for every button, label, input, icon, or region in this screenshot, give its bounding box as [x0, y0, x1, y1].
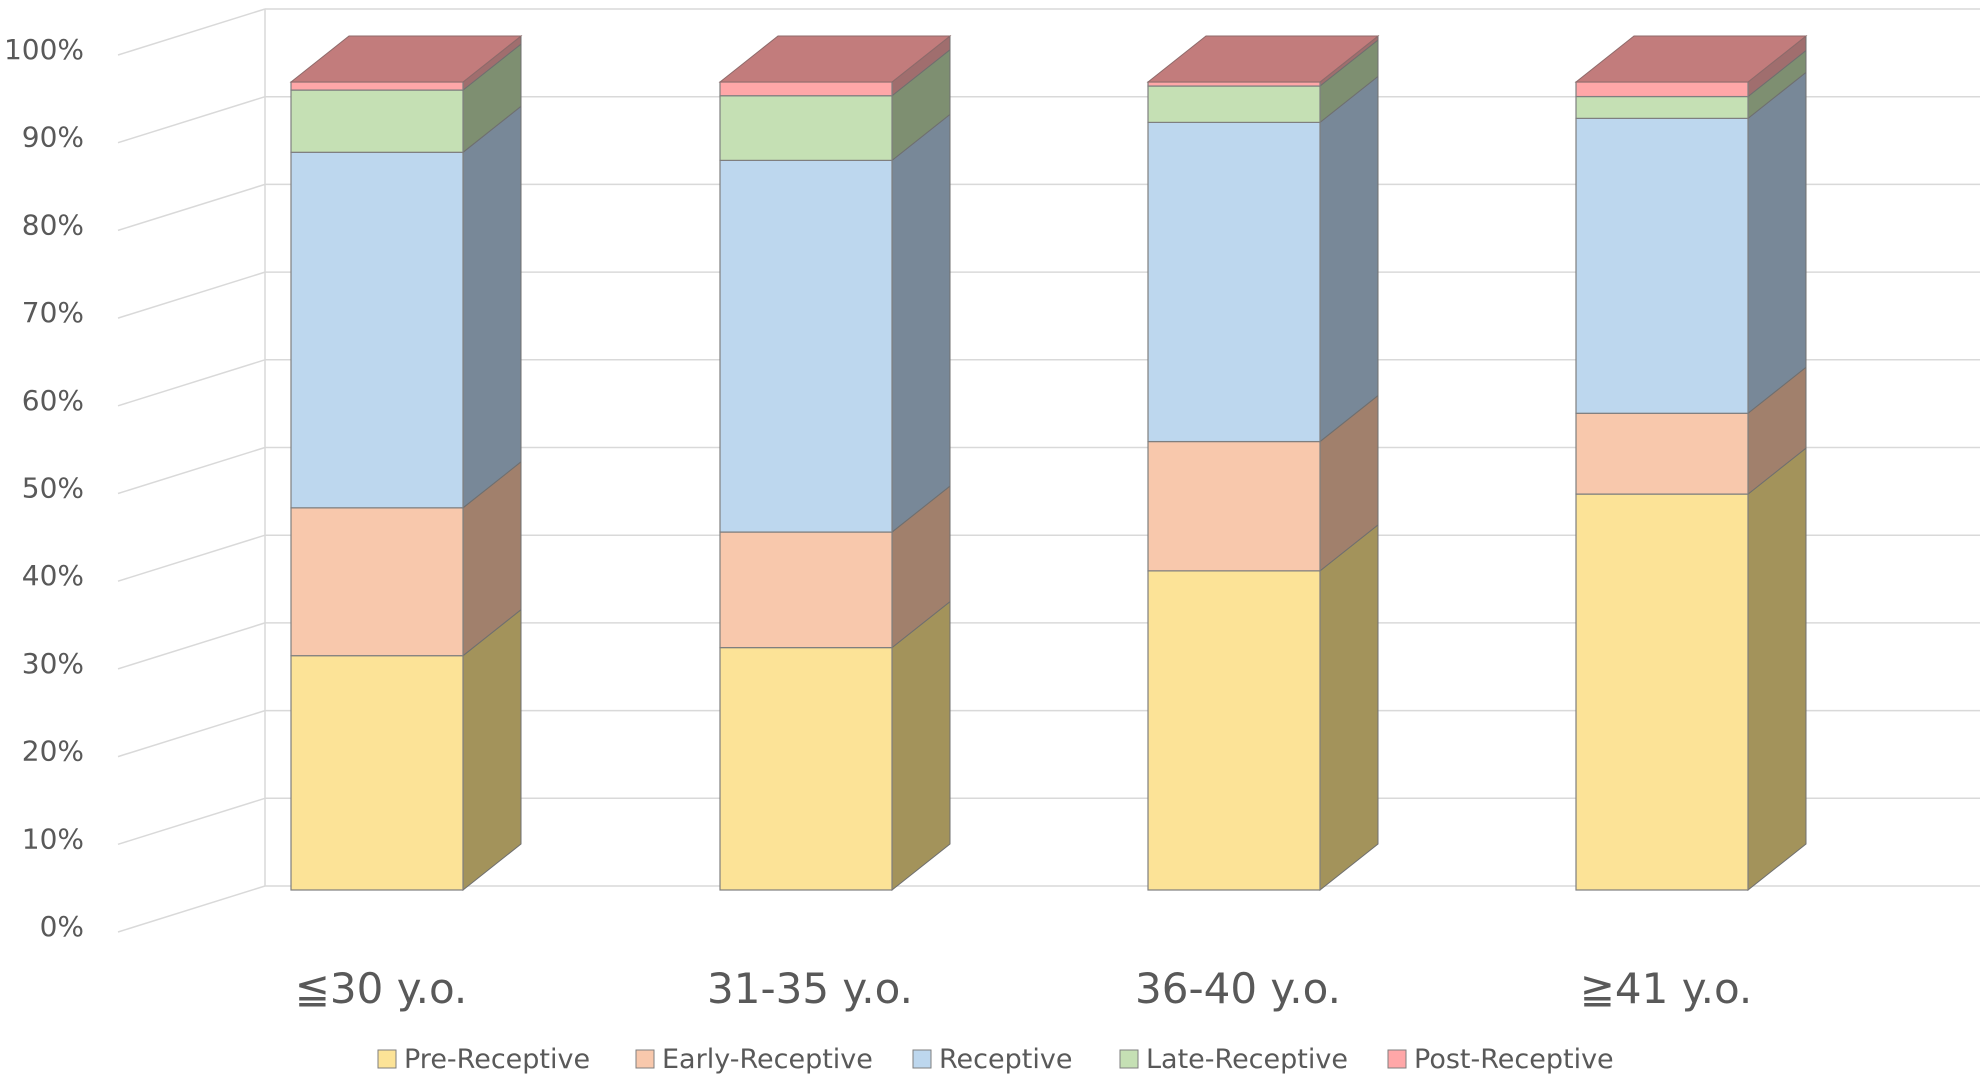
gridline-diagonal — [117, 622, 266, 670]
bar-stack — [289, 34, 523, 892]
y-tick-label: 50% — [22, 472, 84, 505]
bar-segment — [290, 89, 464, 153]
bar-top-face — [1574, 35, 1808, 83]
bar-segment — [290, 151, 464, 509]
y-tick-label: 60% — [22, 384, 84, 417]
y-tick-label: 70% — [22, 296, 84, 329]
bar-segment-side — [891, 113, 951, 534]
gridline-diagonal — [117, 8, 266, 56]
gridline-diagonal — [117, 446, 266, 495]
legend-swatch — [1387, 1049, 1407, 1069]
legend: Pre-Receptive Early-Receptive Receptive Lat… — [377, 1044, 1614, 1075]
y-tick-label: 100% — [4, 33, 84, 66]
y-tick-label: 0% — [40, 910, 84, 943]
bar-segment — [1147, 440, 1321, 572]
gridline-diagonal — [117, 95, 266, 144]
y-tick-label: 40% — [22, 559, 84, 592]
bar-segment-side — [1747, 71, 1807, 415]
x-category-label: ≧41 y.o. — [1580, 964, 1753, 1013]
bar-segment-side — [891, 600, 951, 892]
bar-segment — [1575, 95, 1749, 119]
bar-segment — [719, 159, 893, 533]
legend-item: Early-Receptive — [635, 1044, 873, 1075]
y-tick-label: 20% — [22, 735, 84, 768]
gridline-diagonal — [117, 797, 266, 846]
bar-segment-side — [462, 608, 522, 892]
bar-stack — [1146, 34, 1380, 892]
bar-top-face — [1146, 35, 1380, 83]
bar-segment — [1575, 81, 1749, 98]
bar-segment — [719, 95, 893, 161]
bar-top-face — [718, 35, 952, 83]
bar-segment — [719, 81, 893, 97]
bar-segment-side — [462, 105, 522, 509]
y-axis-ticks: 0% 10% 20% 30% 40% 50% 60% 70% 80% 90% 100% — [4, 33, 84, 943]
bar-segment — [1147, 85, 1321, 124]
bar-segment — [1147, 121, 1321, 443]
gridline-diagonal — [117, 709, 266, 758]
legend-label: Post-Receptive — [1414, 1044, 1614, 1075]
y-tick-label: 30% — [22, 647, 84, 680]
x-category-label: ≦30 y.o. — [295, 964, 468, 1013]
y-tick-label: 10% — [22, 822, 84, 855]
legend-item: Late-Receptive — [1119, 1044, 1348, 1075]
gridline-diagonal — [117, 359, 266, 407]
x-category-label: 31-35 y.o. — [707, 964, 913, 1013]
gridline-diagonal — [117, 183, 266, 232]
bar-segment — [1575, 493, 1749, 891]
legend-swatch — [635, 1049, 655, 1069]
bar-segment — [1575, 117, 1749, 414]
legend-swatch — [1119, 1049, 1139, 1069]
legend-item: Post-Receptive — [1387, 1044, 1614, 1075]
bar-segment-side — [1319, 75, 1379, 443]
bar-segment — [290, 655, 464, 891]
bar-stack — [1574, 34, 1808, 892]
gridline-diagonal — [117, 534, 266, 582]
legend-swatch — [912, 1049, 932, 1069]
gridline-diagonal — [117, 885, 266, 933]
legend-label: Receptive — [939, 1044, 1072, 1075]
bar-segment — [719, 646, 893, 891]
y-tick-label: 80% — [22, 208, 84, 241]
bar-segment-side — [1319, 523, 1379, 892]
gridline-diagonal — [117, 271, 266, 319]
y-tick-label: 90% — [22, 121, 84, 154]
legend-item: Pre-Receptive — [377, 1044, 590, 1075]
bar-segment — [1575, 412, 1749, 495]
bar-segment — [1147, 570, 1321, 891]
bars — [289, 34, 1808, 892]
legend-swatch — [377, 1049, 397, 1069]
bar-segment — [1147, 81, 1321, 87]
bar-stack — [718, 34, 952, 892]
x-category-label: 36-40 y.o. — [1135, 964, 1341, 1013]
bar-segment — [719, 531, 893, 649]
legend-item: Receptive — [912, 1044, 1072, 1075]
legend-label: Early-Receptive — [662, 1044, 873, 1075]
legend-label: Late-Receptive — [1146, 1044, 1348, 1075]
bar-top-face — [289, 35, 523, 83]
bar-segment — [290, 507, 464, 657]
bar-segment-side — [1747, 447, 1807, 892]
bar-segment — [290, 81, 464, 91]
x-axis-categories: ≦30 y.o. 31-35 y.o. 36-40 y.o. ≧41 y.o. — [295, 964, 1753, 1013]
legend-label: Pre-Receptive — [404, 1044, 590, 1075]
